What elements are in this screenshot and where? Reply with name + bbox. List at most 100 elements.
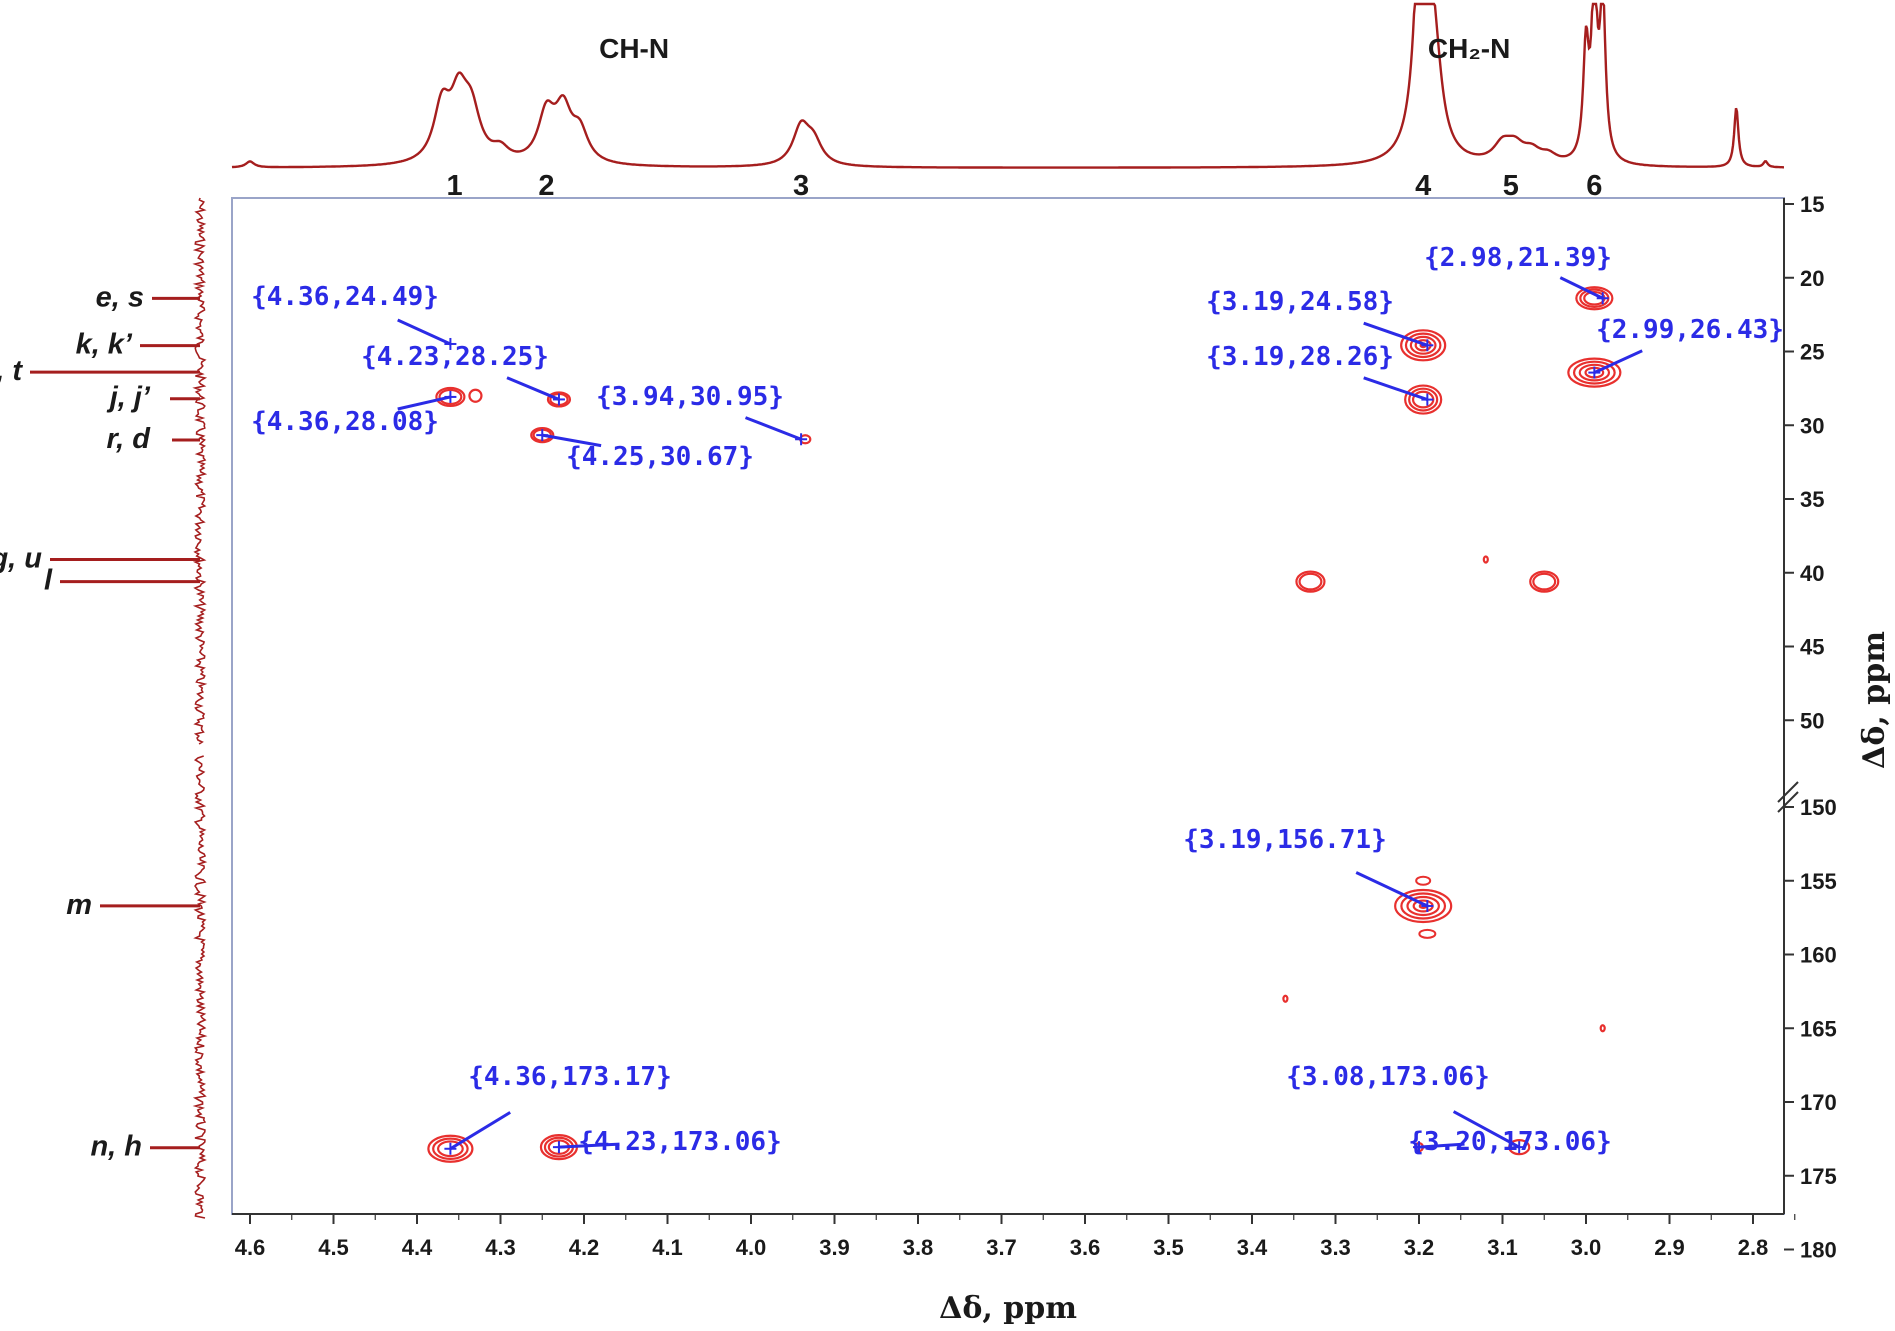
y-tick-label: 165 [1800, 1016, 1837, 1041]
y-tick-label: 150 [1800, 795, 1837, 820]
annotation-leader [1363, 321, 1428, 347]
carbon-peak-label: m [66, 889, 92, 921]
cross-peak-label: {3.08,173.06} [1286, 1062, 1490, 1092]
cross-peak-contour [468, 388, 483, 403]
annotation-leader [1559, 276, 1604, 300]
x-tick-label: 4.1 [652, 1235, 683, 1260]
y-tick-label: 155 [1800, 869, 1837, 894]
cross-peak-label: {4.36,28.08} [251, 407, 439, 437]
cross-peak-contour [1418, 928, 1437, 939]
cross-peak-label: {4.36,24.49} [251, 282, 439, 312]
y-tick-label: 175 [1800, 1164, 1837, 1189]
annotation-leader [744, 416, 802, 441]
proton-peak-number: 3 [793, 170, 809, 202]
annotation-leader [1418, 1142, 1465, 1149]
cross-peak-label: {3.94,30.95} [596, 382, 784, 412]
proton-group-label: CH-N [599, 33, 669, 64]
cross-peak-contour [1295, 570, 1326, 593]
annotation-leader [1355, 871, 1428, 908]
x-tick-label: 4.2 [569, 1235, 600, 1260]
carbon-spectrum-peaks [30, 296, 200, 1150]
cross-peak-label: {2.98,21.39} [1424, 243, 1612, 273]
y-tick-label: 35 [1800, 487, 1824, 512]
y-axis-ticks: 15 20 25 30 35 40 45 50 150 155 160 165 170 175 180 [1784, 192, 1837, 1263]
x-axis-ticks: 4.6 4.5 4.4 4.3 4.2 4.1 4.0 3.9 3.8 3.7 3.6 3.5 3.4 3… [235, 1214, 1796, 1260]
annotation-leader [506, 376, 560, 401]
cross-peak-contour [1406, 895, 1440, 917]
proton-group-labels: CH-N CH₂-N [599, 33, 1510, 64]
proton-group-label: CH₂-N [1428, 33, 1510, 64]
cross-peak-contour [1572, 360, 1616, 385]
carbon-peak-label: j, j’ [106, 382, 151, 414]
cross-peak-label: {3.19,24.58} [1206, 287, 1394, 317]
annotation-leader [397, 318, 452, 346]
cross-peak-contour [1409, 335, 1437, 355]
y-tick-label: 170 [1800, 1090, 1837, 1115]
y-axis-break [1777, 781, 1799, 813]
cross-peak-label: {4.23,173.06} [578, 1127, 782, 1157]
proton-peak-number: 4 [1415, 170, 1431, 202]
x-tick-label: 2.9 [1654, 1235, 1685, 1260]
cross-peak-contour [437, 1140, 464, 1158]
annotation-leader [1363, 376, 1428, 402]
y-tick-label: 20 [1800, 266, 1824, 291]
annotation-leader [449, 1111, 511, 1151]
x-tick-label: 3.3 [1320, 1235, 1351, 1260]
carbon-peak-label: f, t [0, 355, 23, 387]
cross-peak-label: {3.19,156.71} [1183, 825, 1387, 855]
x-tick-label: 3.1 [1487, 1235, 1518, 1260]
proton-peak-number: 5 [1503, 170, 1519, 202]
x-tick-label: 4.0 [736, 1235, 767, 1260]
cross-peak-label: {4.25,30.67} [566, 442, 754, 472]
cross-peak-contour [1415, 875, 1432, 886]
y-tick-label: 15 [1800, 192, 1824, 217]
cross-peak-label: {3.19,28.26} [1206, 342, 1394, 372]
y-axis-label: Δδ, ppm [1857, 631, 1892, 769]
x-tick-label: 3.6 [1070, 1235, 1101, 1260]
cross-peak-contour [1404, 384, 1443, 415]
x-tick-label: 3.8 [903, 1235, 934, 1260]
cross-peak-contour [1394, 888, 1453, 924]
cross-peak-contour [1404, 332, 1442, 359]
x-tick-label: 3.0 [1571, 1235, 1602, 1260]
cross-peak-contour [435, 386, 466, 408]
y-tick-label: 40 [1800, 561, 1824, 586]
cross-peak-label: {4.36,173.17} [468, 1062, 672, 1092]
carbon-peak-label: l [44, 565, 53, 597]
cross-peak-contour [1482, 555, 1489, 564]
cross-peak-contour [1408, 387, 1439, 412]
carbon-peak-label: g, u [0, 542, 42, 574]
annotation-leader [558, 1142, 620, 1149]
cross-peak-contour [1567, 357, 1622, 388]
cross-peak-contour [1532, 572, 1557, 591]
cross-peak-contour [1529, 570, 1560, 593]
cross-peak-annotations: {4.36,24.49} {4.23,28.25} {4.36,28.08} {3.9… [251, 243, 1784, 1157]
proton-peak-number: 6 [1586, 170, 1602, 202]
x-tick-label: 3.5 [1153, 1235, 1184, 1260]
cross-peak-label: {4.23,28.25} [361, 342, 549, 372]
y-tick-label: 45 [1800, 635, 1824, 660]
x-tick-label: 3.7 [986, 1235, 1017, 1260]
carbon-spectrum-trace [192, 197, 208, 1219]
annotation-leader [541, 433, 602, 448]
cross-peak-contours [427, 286, 1622, 1163]
proton-peak-numbers: 1 2 3 4 5 6 [447, 170, 1603, 202]
carbon-peak-label: r, d [106, 423, 151, 455]
cross-peak-label: {2.99,26.43} [1596, 315, 1784, 345]
cross-peak-label: {3.20,173.06} [1408, 1127, 1612, 1157]
y-tick-label: 50 [1800, 708, 1824, 733]
cross-peak-contour [1400, 892, 1447, 920]
cross-peak-contour [530, 427, 555, 444]
x-tick-label: 3.9 [819, 1235, 850, 1260]
carbon-peak-label: n, h [90, 1131, 142, 1163]
cross-peak-contour [1575, 286, 1614, 311]
y-tick-label: 25 [1800, 340, 1824, 365]
carbon-peak-label: e, s [96, 281, 144, 313]
x-tick-label: 3.4 [1237, 1235, 1268, 1260]
carbon-peak-label: k, k’ [76, 329, 133, 361]
x-tick-label: 4.6 [235, 1235, 266, 1260]
x-tick-label: 4.5 [318, 1235, 349, 1260]
cross-peak-contour [1578, 363, 1611, 382]
carbon-peak-labels: e, s k, k’ f, t j, j’ r, d g, ul m n, h [0, 281, 151, 1162]
